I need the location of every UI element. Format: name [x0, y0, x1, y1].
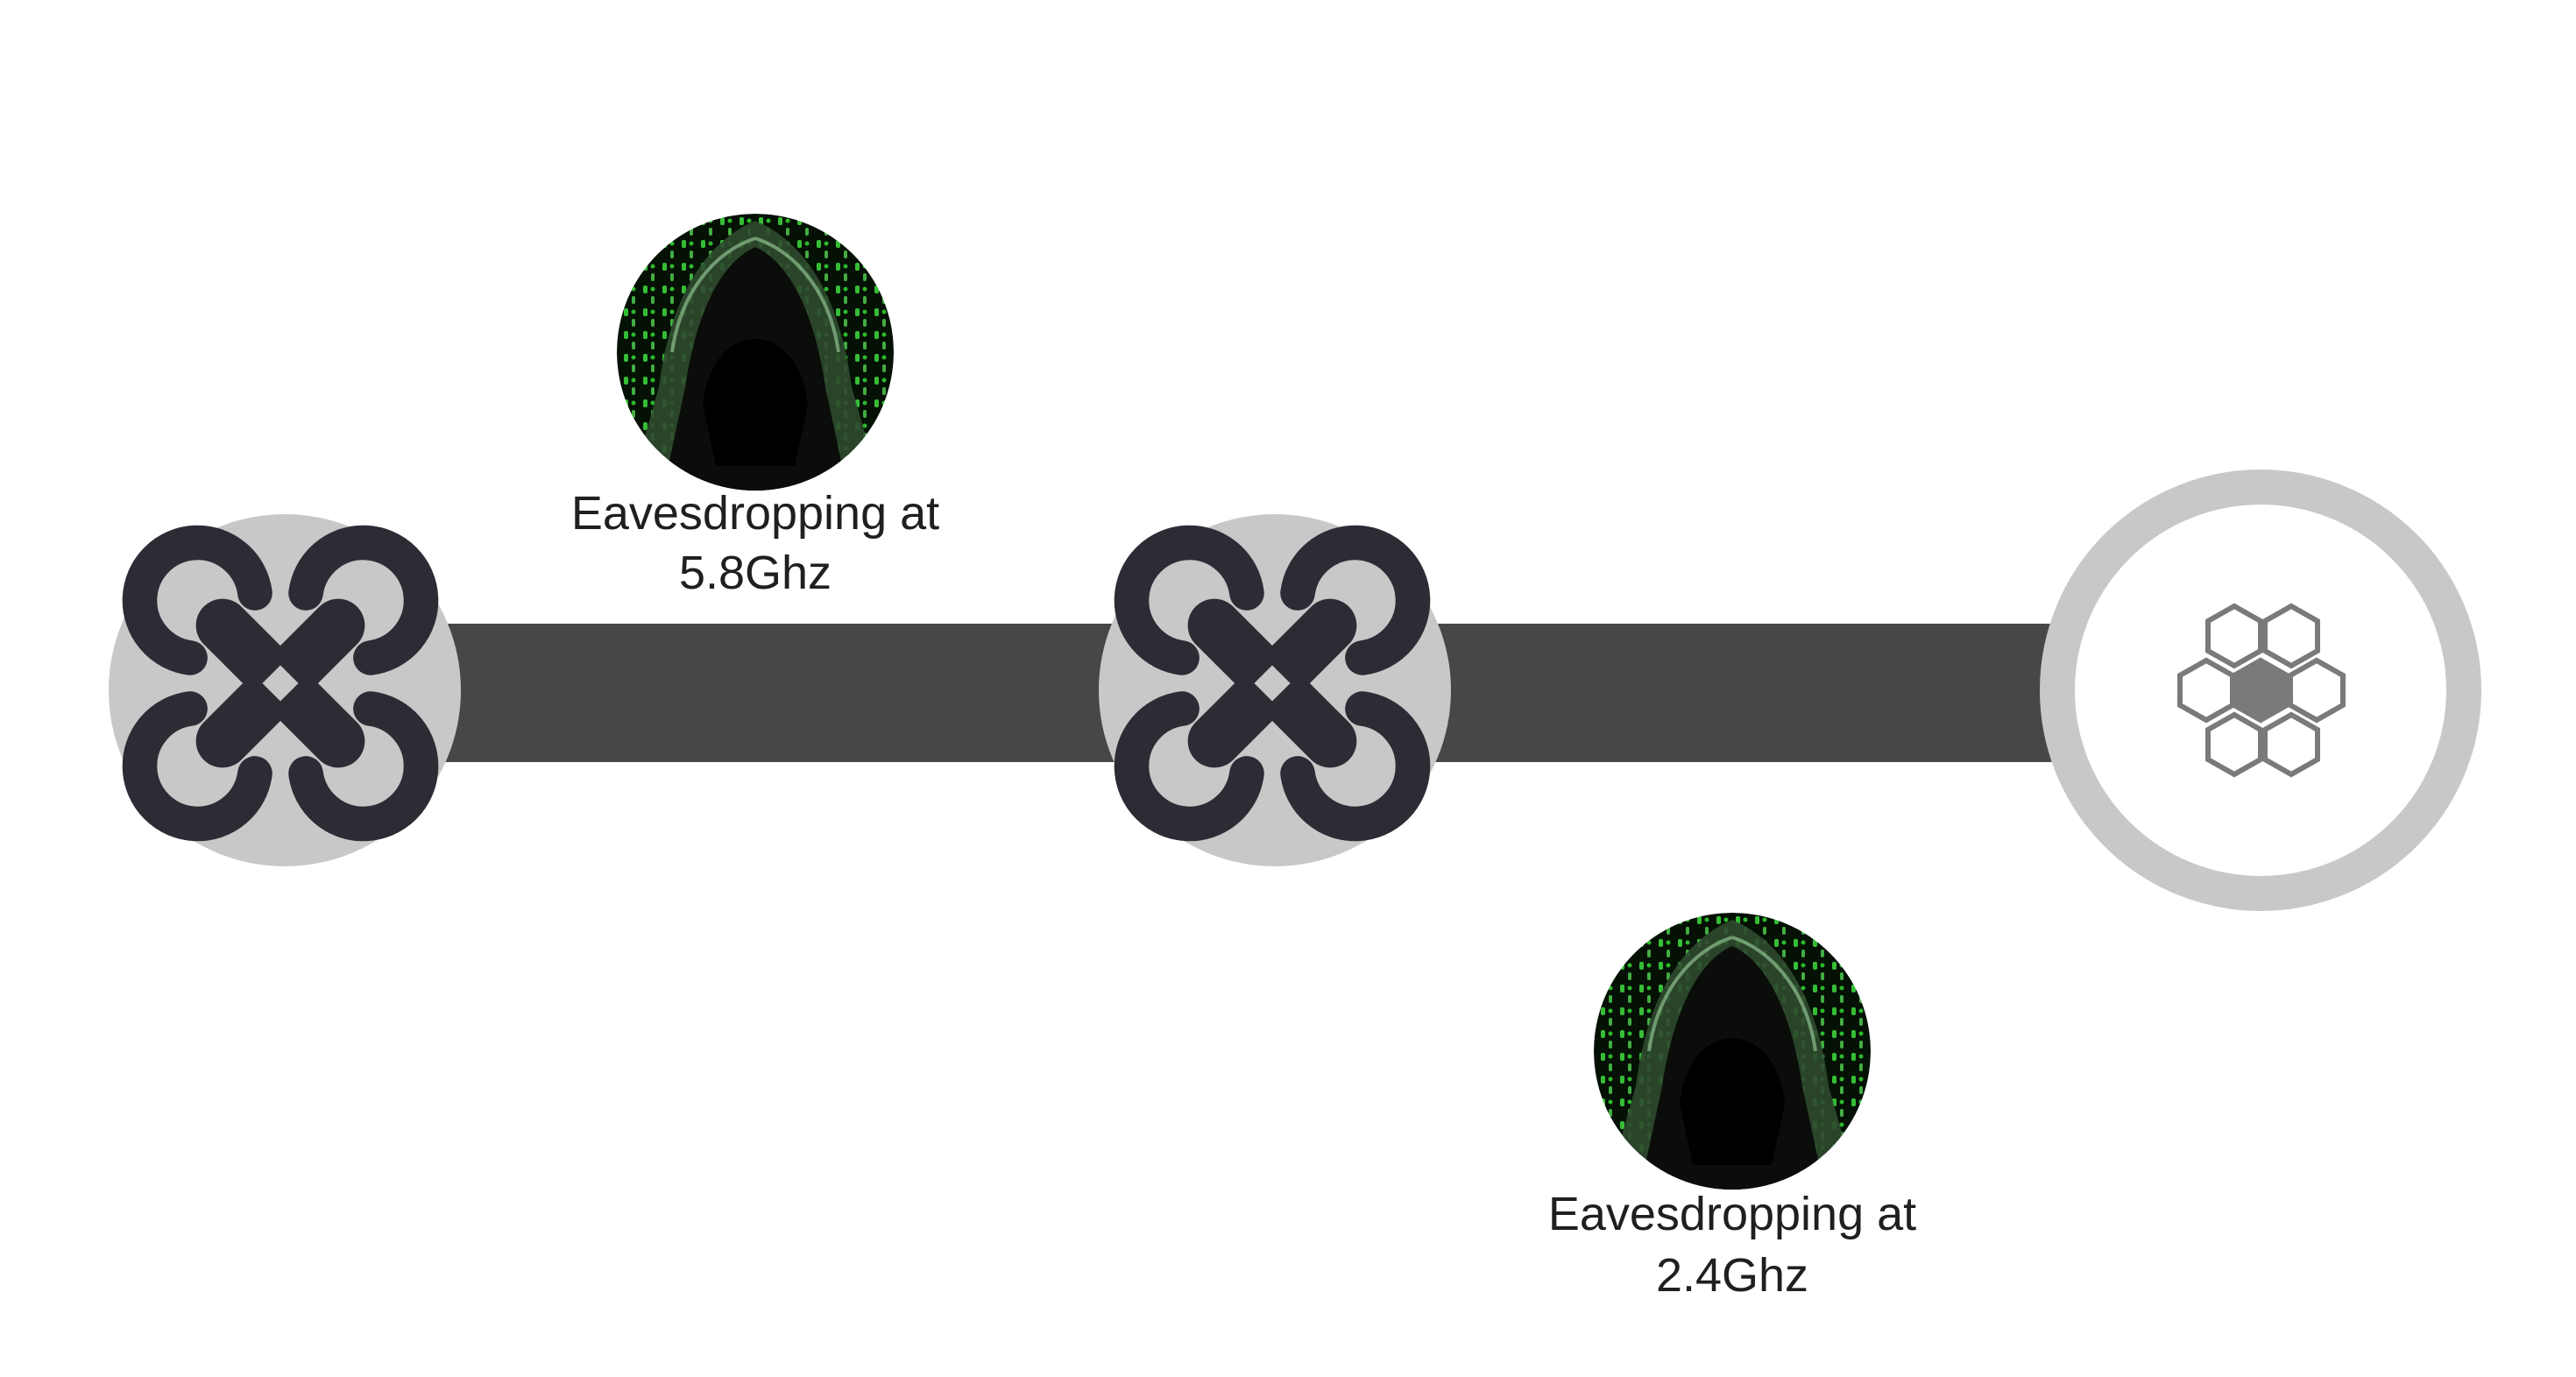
attacker-1-label-line2: 5.8Ghz — [679, 547, 832, 599]
attacker-2: Eavesdropping at 2.4Ghz — [1548, 913, 1916, 1302]
hooded-hacker-icon — [1594, 913, 1871, 1209]
link-drone1-drone2 — [429, 624, 1130, 762]
attacker-1: Eavesdropping at 5.8Ghz — [571, 214, 939, 599]
honeycomb-icon — [2177, 603, 2346, 778]
drone-node-1 — [109, 514, 461, 866]
hub-node — [2040, 470, 2481, 911]
attacker-2-label-line2: 2.4Ghz — [1656, 1249, 1808, 1302]
link-drone2-hub — [1411, 624, 2077, 762]
attacker-2-label-line1: Eavesdropping at — [1548, 1188, 1916, 1240]
drone-node-2 — [1099, 514, 1451, 866]
attacker-1-label-line1: Eavesdropping at — [571, 487, 939, 540]
hooded-hacker-icon — [617, 214, 894, 510]
